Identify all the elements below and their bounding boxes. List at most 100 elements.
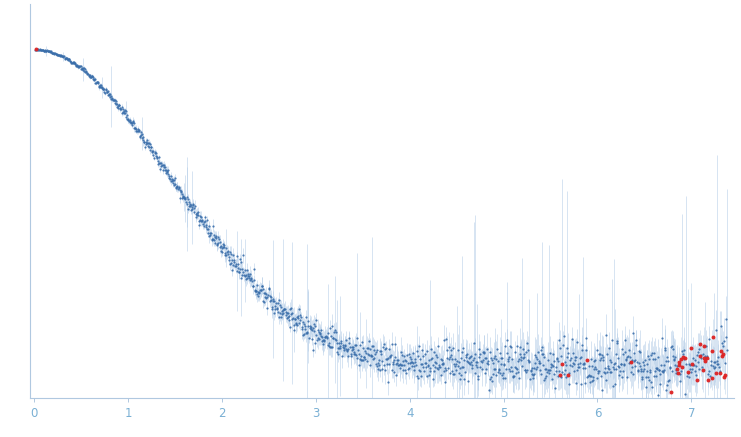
Point [333,344,345,351]
Point [357,356,369,363]
Point [607,383,619,390]
Point [475,357,487,364]
Point [514,343,526,350]
Point [224,248,236,255]
Point [500,366,512,373]
Point [622,346,634,353]
Point [48,50,60,57]
Point [378,341,390,348]
Point [484,349,496,356]
Point [622,353,634,360]
Point [226,257,238,264]
Point [377,344,389,351]
Point [444,354,456,361]
Point [599,331,611,338]
Point [106,94,118,101]
Point [61,55,73,62]
Point [692,358,704,365]
Point [265,296,276,303]
Point [317,337,329,344]
Point [617,374,628,381]
Point [480,354,492,361]
Point [160,166,172,173]
Point [50,51,62,58]
Point [623,359,635,366]
Point [582,372,594,379]
Point [542,357,554,364]
Point [720,333,732,340]
Point [693,346,705,353]
Point [314,331,326,338]
Point [148,154,160,161]
Point [195,213,207,220]
Point [363,351,375,358]
Point [591,375,602,382]
Point [711,357,722,364]
Point [41,48,53,55]
Point [190,214,202,221]
Point [465,361,476,368]
Point [662,378,674,385]
Point [484,376,496,383]
Point [514,351,526,358]
Point [662,358,674,365]
Point [243,273,255,280]
Point [159,163,171,170]
Point [518,353,530,360]
Point [540,373,552,380]
Point [468,339,480,346]
Point [187,201,199,208]
Point [169,180,181,187]
Point [681,405,693,412]
Point [676,347,688,354]
Point [706,375,718,382]
Point [683,373,695,380]
Point [719,371,731,378]
Point [720,359,731,366]
Point [597,354,609,361]
Point [466,365,478,372]
Point [176,191,187,198]
Point [541,368,553,375]
Point [386,340,398,347]
Point [193,217,205,224]
Point [96,84,107,91]
Point [81,70,93,77]
Point [529,359,541,366]
Point [71,62,83,69]
Point [201,217,213,224]
Point [350,352,362,359]
Point [268,297,279,304]
Point [306,335,318,342]
Point [163,174,175,181]
Point [131,128,143,135]
Point [145,143,157,150]
Point [205,236,217,243]
Point [282,314,293,321]
Point [76,64,87,71]
Point [49,50,61,57]
Point [456,371,468,378]
Point [588,373,599,380]
Point [348,345,359,352]
Point [666,342,678,349]
Point [304,325,316,332]
Point [558,333,570,340]
Point [568,361,580,368]
Point [340,346,352,353]
Point [243,274,255,281]
Point [137,134,149,141]
Point [580,347,592,354]
Point [492,369,504,376]
Point [574,359,585,366]
Point [399,356,411,363]
Point [703,368,715,375]
Point [236,274,247,281]
Point [273,296,285,303]
Point [382,361,393,368]
Point [291,322,303,329]
Point [617,368,628,375]
Point [624,353,636,360]
Point [236,266,248,273]
Point [637,368,649,375]
